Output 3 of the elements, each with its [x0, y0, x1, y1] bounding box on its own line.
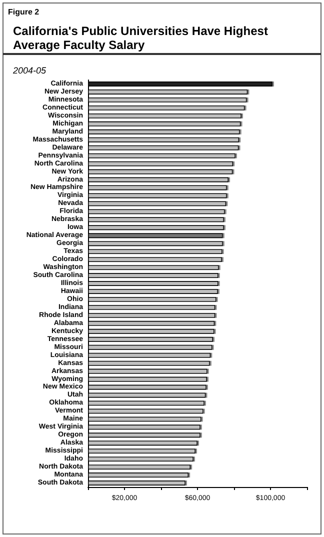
caption: Figure 2 [8, 8, 40, 16]
chart-subtitle: 2004-05 [12, 66, 48, 76]
chart-title: California's Public Universities Have Highest Average Faculty Salary [13, 24, 272, 52]
